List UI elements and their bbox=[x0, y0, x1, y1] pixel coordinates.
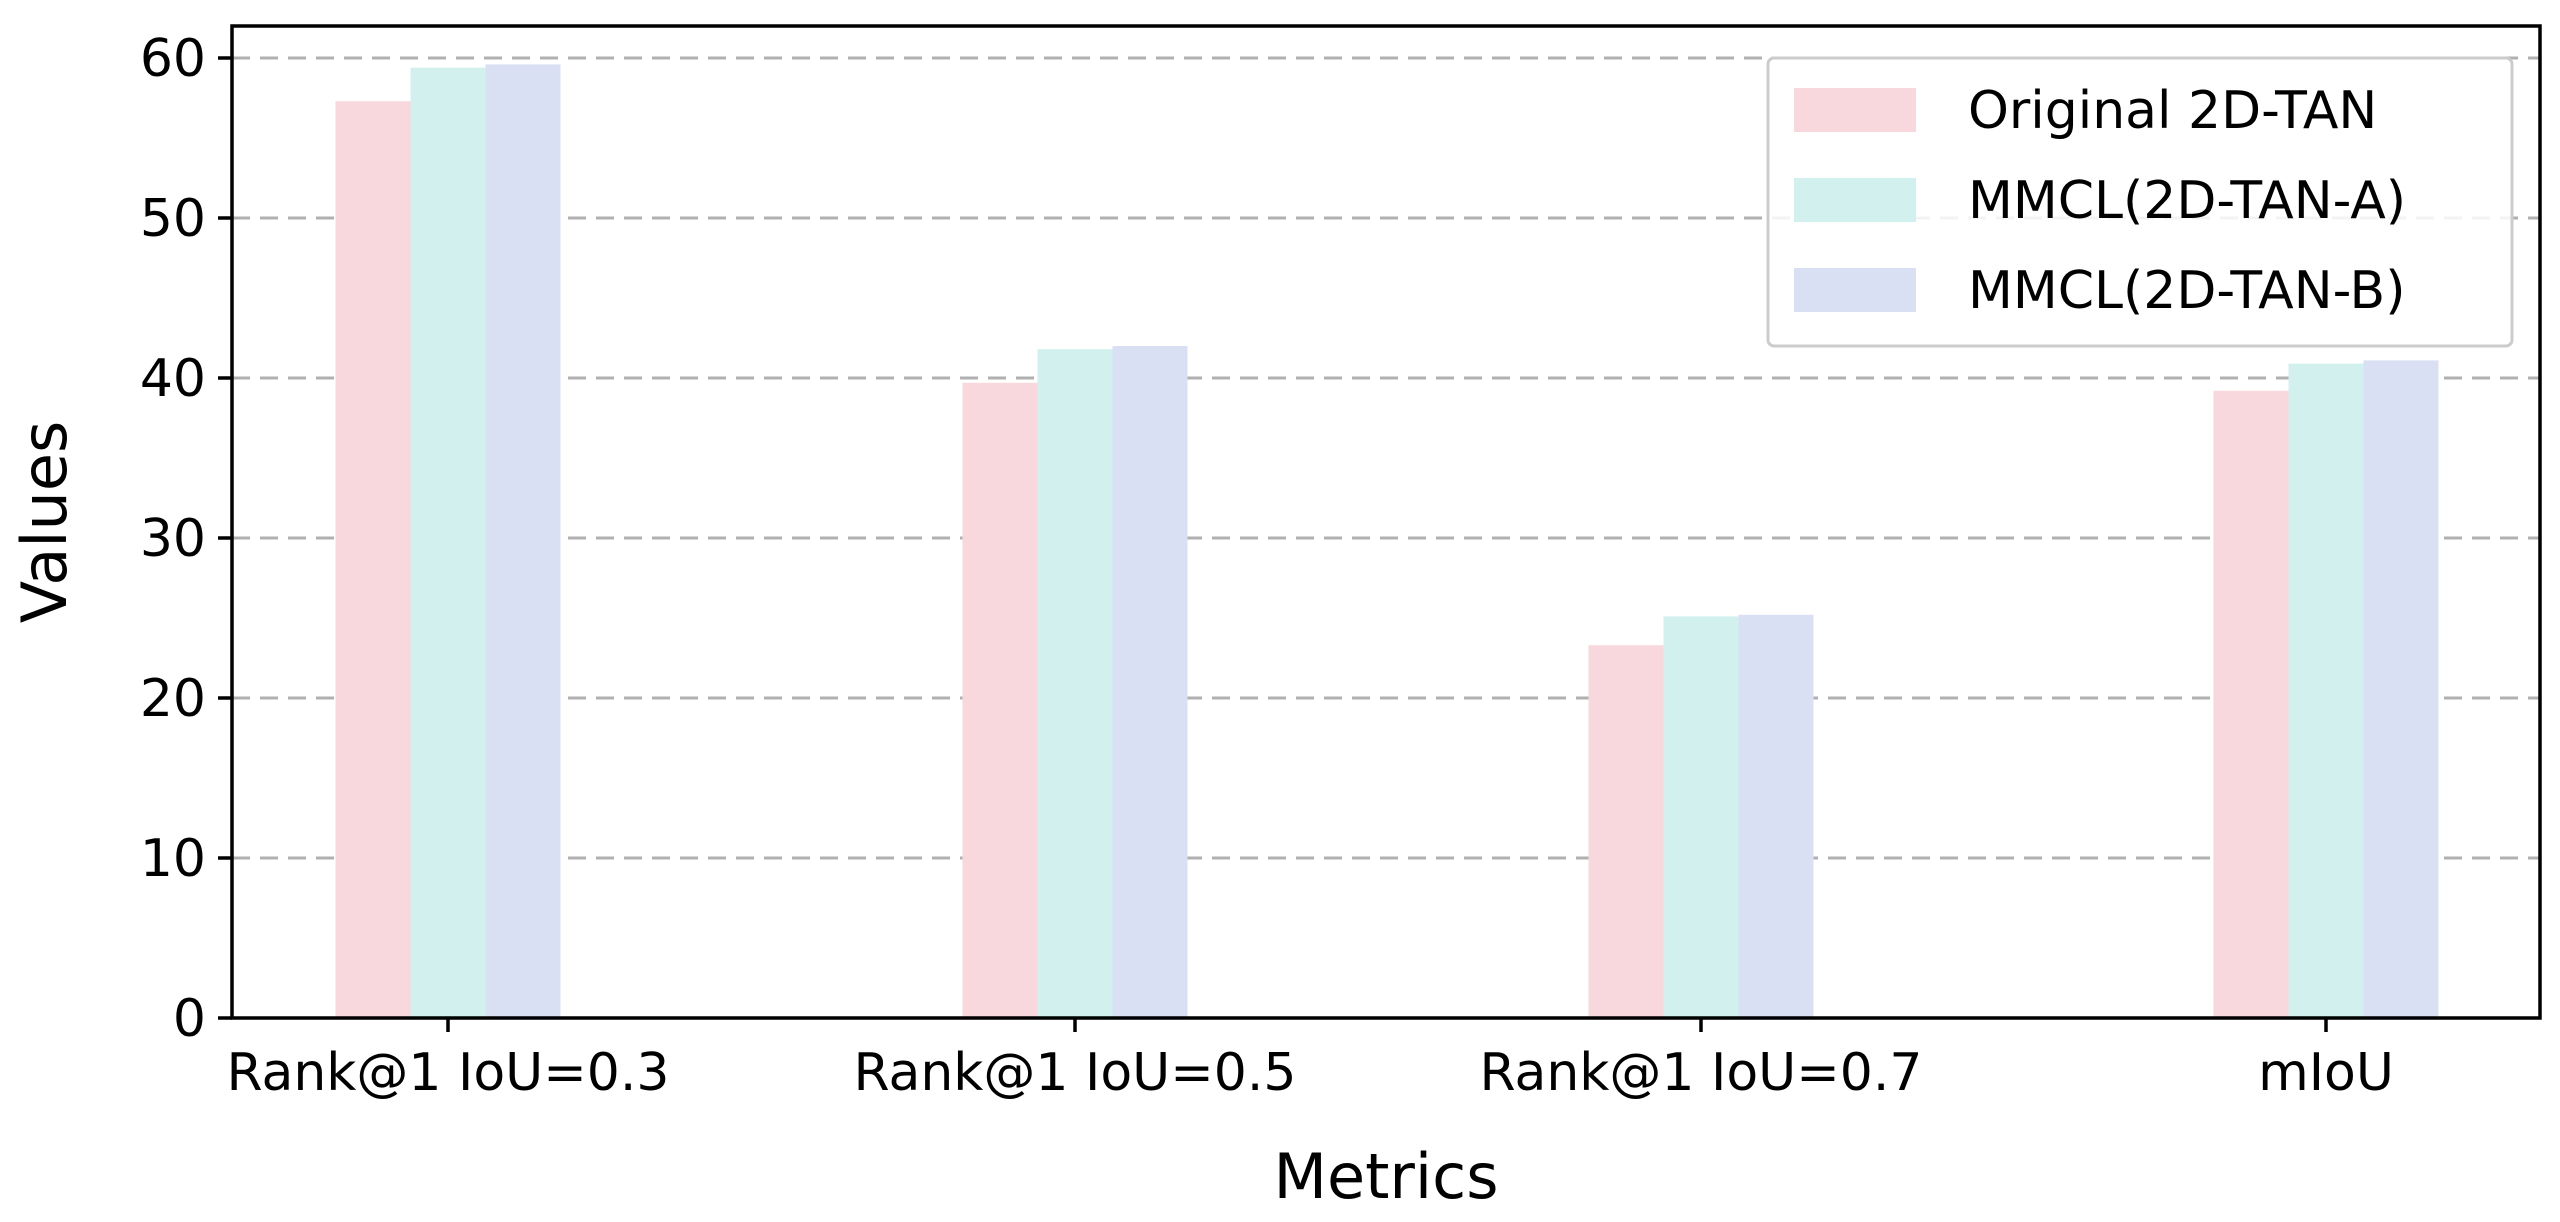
legend-label: Original 2D-TAN bbox=[1968, 81, 2377, 141]
legend: Original 2D-TAN MMCL(2D-TAN-A) MMCL(2D-TAN… bbox=[1766, 56, 2514, 348]
legend-swatch bbox=[1794, 178, 1916, 222]
bar bbox=[410, 67, 486, 1019]
bar bbox=[335, 101, 411, 1018]
bar bbox=[1112, 346, 1188, 1018]
y-tick-label: 40 bbox=[140, 349, 206, 409]
bars bbox=[335, 64, 2439, 1019]
bar bbox=[2288, 363, 2364, 1019]
y-tick-label: 10 bbox=[140, 829, 206, 889]
bar bbox=[2363, 360, 2439, 1018]
x-tick-label: Rank@1 IoU=0.3 bbox=[226, 1043, 669, 1103]
y-tick-label: 50 bbox=[140, 189, 206, 249]
bar bbox=[1037, 349, 1113, 1018]
x-axis-ticks: Rank@1 IoU=0.3 Rank@1 IoU=0.5 Rank@1 IoU=0… bbox=[226, 1018, 2394, 1103]
bar bbox=[2213, 390, 2289, 1018]
legend-box bbox=[1766, 56, 2514, 348]
legend-swatch bbox=[1794, 88, 1916, 132]
y-tick-label: 20 bbox=[140, 669, 206, 729]
bar bbox=[1738, 614, 1814, 1018]
y-axis-title: Values bbox=[8, 421, 81, 624]
bar bbox=[1663, 616, 1739, 1018]
x-tick-label: Rank@1 IoU=0.7 bbox=[1479, 1043, 1922, 1103]
bar bbox=[485, 64, 561, 1018]
legend-label: MMCL(2D-TAN-A) bbox=[1968, 171, 2406, 231]
x-tick-label: mIoU bbox=[2258, 1043, 2394, 1103]
bar bbox=[1588, 645, 1664, 1018]
y-tick-label: 30 bbox=[140, 509, 206, 569]
x-tick-label: Rank@1 IoU=0.5 bbox=[853, 1043, 1296, 1103]
legend-label: MMCL(2D-TAN-B) bbox=[1968, 261, 2405, 321]
legend-swatch bbox=[1794, 268, 1916, 312]
y-tick-label: 0 bbox=[173, 989, 206, 1049]
y-axis-ticks: 0 10 20 30 40 50 60 bbox=[140, 29, 232, 1049]
x-axis-title: Metrics bbox=[1273, 1140, 1498, 1213]
bar bbox=[962, 382, 1038, 1018]
y-tick-label: 60 bbox=[140, 29, 206, 89]
plot-frame bbox=[230, 24, 2542, 1020]
grid-lines bbox=[232, 56, 2540, 860]
